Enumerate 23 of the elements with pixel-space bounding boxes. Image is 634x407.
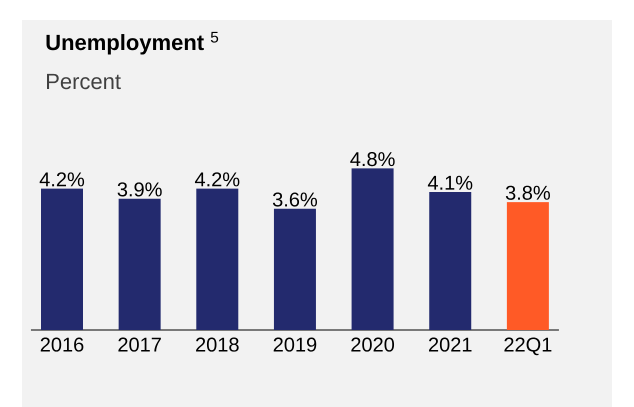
bar (274, 208, 316, 330)
x-tick-label: 2020 (351, 338, 394, 352)
chart-subtitle: Percent (47, 74, 121, 90)
bar (41, 188, 84, 330)
x-tick-label: 2018 (196, 338, 239, 352)
x-tick-label: 2017 (118, 338, 161, 352)
chart-title: Unemployment $^{5}$ (46, 32, 218, 55)
bar (196, 188, 238, 330)
x-tick-label: 2021 (428, 338, 472, 352)
x-tick-label: 2019 (274, 338, 316, 352)
x-tick-label: 22Q1 (504, 338, 552, 356)
bar (429, 192, 472, 330)
data-label: 4.1% (428, 176, 472, 190)
bar (352, 168, 394, 330)
bar (506, 202, 549, 330)
data-label: 4.2% (40, 172, 84, 186)
bar (118, 198, 161, 330)
data-label: 3.6% (272, 192, 318, 207)
data-label: 4.8% (350, 152, 395, 166)
x-tick-label: 2016 (40, 338, 84, 352)
data-label: 3.8% (506, 186, 550, 200)
data-label: 4.2% (194, 172, 240, 186)
data-label: 3.9% (118, 182, 162, 196)
